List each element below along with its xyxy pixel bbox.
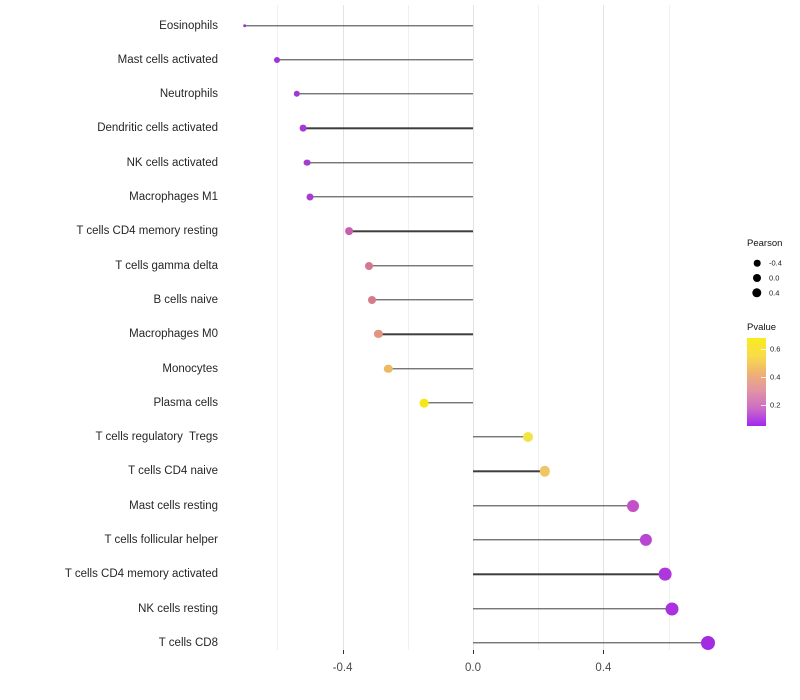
category-label: T cells follicular helper <box>104 534 218 546</box>
category-label: T cells CD4 naive <box>128 465 218 478</box>
category-label: Eosinophils <box>159 19 218 32</box>
data-point <box>306 193 314 201</box>
data-point <box>300 124 307 132</box>
pvalue-tick-label: 0.2 <box>770 400 781 410</box>
gradient-tick-mark <box>761 405 766 406</box>
size-legend-label: 0.4 <box>769 288 780 298</box>
stem-line <box>368 264 473 267</box>
data-point <box>274 56 281 63</box>
data-point <box>419 398 429 408</box>
major-gridline <box>342 5 344 650</box>
data-point <box>523 432 534 443</box>
major-gridline <box>473 5 474 650</box>
data-point <box>658 567 672 581</box>
data-point <box>374 330 383 339</box>
stem-line <box>371 299 473 301</box>
stem-line <box>473 573 666 575</box>
stem-line <box>244 24 473 27</box>
major-gridline <box>603 5 605 650</box>
category-label: Macrophages M0 <box>129 328 218 341</box>
x-tick-label: -0.4 <box>332 662 353 674</box>
category-label: Neutrophils <box>159 88 218 101</box>
stem-line <box>349 230 473 232</box>
stem-line <box>310 196 473 198</box>
stem-line <box>378 333 473 335</box>
data-point <box>293 90 301 98</box>
data-point <box>303 159 311 167</box>
x-tick-mark <box>342 650 344 654</box>
category-label: T cells CD8 <box>158 636 218 649</box>
category-label: Monocytes <box>162 362 218 375</box>
stem-line <box>473 607 672 610</box>
size-legend-dot <box>753 259 761 267</box>
category-label: Plasma cells <box>153 396 218 409</box>
data-point <box>384 364 393 373</box>
stem-line <box>277 59 473 61</box>
category-label: T cells gamma delta <box>115 259 218 272</box>
data-point <box>639 533 652 547</box>
x-tick-label: 0.4 <box>595 662 612 674</box>
stem-line <box>388 367 473 370</box>
stem-line <box>473 539 646 541</box>
gradient-tick-mark <box>761 349 766 350</box>
stem-line <box>303 127 473 130</box>
category-label: Dendritic cells activated <box>97 122 218 135</box>
x-tick-mark <box>603 650 605 654</box>
category-label: Macrophages M1 <box>129 191 218 203</box>
category-label: NK cells activated <box>126 156 218 169</box>
color-legend-title: Pvalue <box>747 322 777 333</box>
data-point <box>345 227 354 236</box>
data-point <box>364 261 373 270</box>
category-label: T cells CD4 memory resting <box>76 225 218 238</box>
x-tick-label: 0.0 <box>465 662 481 674</box>
stem-line <box>473 436 529 438</box>
data-point <box>665 602 679 616</box>
pvalue-gradient-bar <box>747 338 766 426</box>
category-label: Mast cells activated <box>117 53 218 66</box>
stem-line <box>306 161 473 164</box>
stem-line <box>296 93 473 95</box>
size-legend-dot <box>752 288 762 298</box>
category-label: T cells regulatory Tregs <box>95 431 218 444</box>
data-point <box>243 23 247 28</box>
minor-gridline <box>407 5 409 650</box>
size-legend-dot <box>753 274 761 282</box>
category-label: T cells CD4 memory activated <box>64 568 218 581</box>
size-legend-label: -0.4 <box>769 258 782 268</box>
category-label: B cells naive <box>153 293 218 306</box>
data-point <box>367 295 376 304</box>
data-point <box>700 635 715 650</box>
stem-line <box>424 402 473 404</box>
category-label: NK cells resting <box>138 602 218 615</box>
minor-gridline <box>668 5 670 650</box>
size-legend-title: Pearson <box>747 238 783 249</box>
category-label: Mast cells resting <box>129 499 218 512</box>
stem-line <box>473 504 633 507</box>
minor-gridline <box>277 5 279 650</box>
data-point <box>539 466 550 477</box>
gradient-tick-mark <box>761 377 766 378</box>
stem-line <box>473 642 708 644</box>
stem-line <box>473 470 545 473</box>
pvalue-tick-label: 0.6 <box>770 344 781 354</box>
pvalue-tick-label: 0.4 <box>770 372 781 382</box>
minor-gridline <box>538 5 540 650</box>
size-legend-label: 0.0 <box>769 273 780 283</box>
data-point <box>626 499 639 512</box>
x-tick-mark <box>473 650 474 654</box>
